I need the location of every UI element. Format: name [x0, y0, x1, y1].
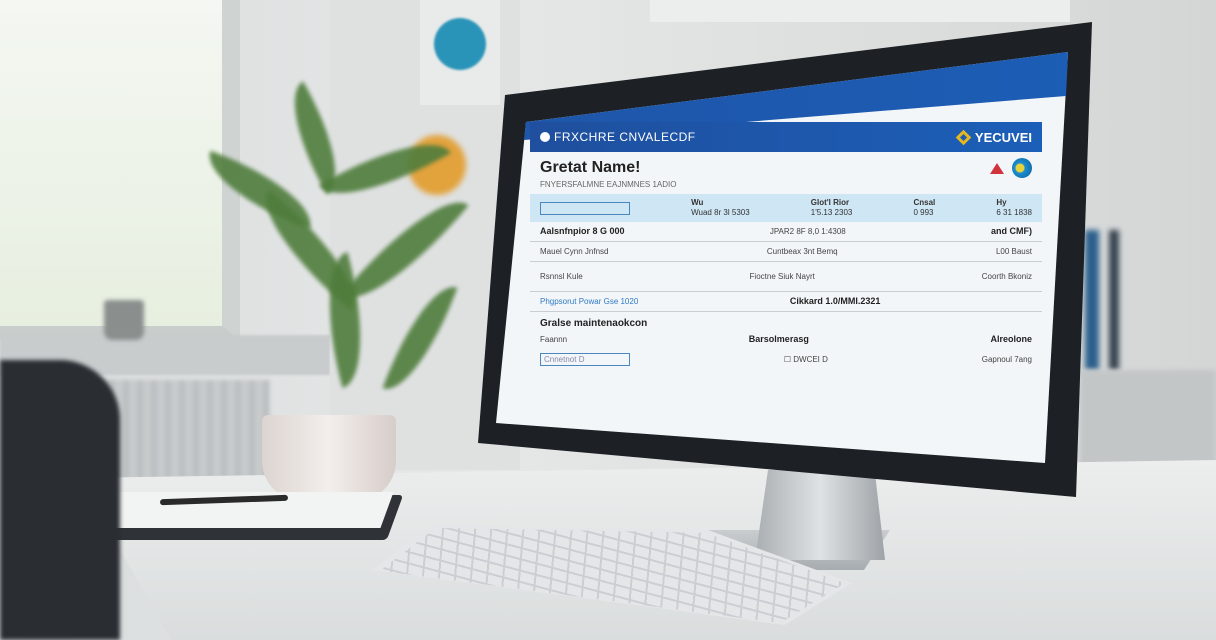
table-row: Rsnnsl Kule Fioctne Siuk Nayrt Coorth Bkon…: [530, 262, 1042, 292]
band-label: Cnsal: [913, 198, 936, 207]
table-row: Mauel Cynn Jnfnsd Cuntbeax 3nt Bemq L00 Ba…: [530, 242, 1042, 262]
band-label: Glot'l Rior: [810, 198, 850, 207]
poster-circle-blue: [434, 18, 486, 70]
page-title: Gretat Name!: [540, 159, 641, 176]
column-header: Faannn: [540, 335, 568, 344]
logo-dot-icon: [540, 132, 550, 142]
monitor-stand: [755, 470, 885, 560]
row-label: Aalsnfnpior 8 G 000: [540, 226, 625, 236]
window: [0, 0, 240, 340]
brand-logo-text: YECUVEI: [974, 129, 1032, 145]
search-input[interactable]: [540, 201, 630, 215]
table-row: Phgpsorut Powar Gse 1020 Cikkard 1.0/MMI.…: [530, 292, 1042, 312]
row-value: Cuntbeax 3nt Bemq: [766, 247, 838, 256]
pen-holder: [1085, 230, 1155, 370]
table-row: Aalsnfnpior 8 G 000 JPAR2 8F 8,0 1:4308 an…: [530, 222, 1042, 242]
band-value: 6 31 1838: [996, 208, 1032, 217]
row-value: JPAR2 8F 8,0 1:4308: [769, 227, 846, 236]
title-row: Gretat Name!: [530, 152, 1042, 178]
form-row: Cnnetnot D ☐ DWCEI D Gapnoul 7ang: [530, 349, 1042, 370]
band-label: Wu: [691, 198, 704, 207]
band-value: Wuad 8r 3l 5303: [691, 208, 750, 217]
site-title[interactable]: FRXCHRE CNVALECDF: [540, 130, 696, 144]
row-label: Mauel Cynn Jnfnsd: [540, 247, 609, 256]
small-potted-plant: [104, 300, 144, 340]
band-value: 0 993: [913, 208, 934, 217]
row-label: Rsnnsl Kule: [540, 272, 583, 281]
page-header: FRXCHRE CNVALECDF YECUVEI: [530, 122, 1042, 152]
checkbox[interactable]: ☐ DWCEI D: [783, 355, 828, 364]
warning-icon[interactable]: [990, 162, 1004, 174]
chair: [0, 360, 120, 640]
summary-band: Wu Wuad 8r 3l 5303 Glot'l Rior 1'5.13 2303…: [530, 194, 1042, 222]
checkbox-label: DWCEI D: [793, 355, 828, 364]
footer-value: Gapnoul 7ang: [981, 355, 1032, 364]
section-columns: Faannn Barsolmerasg Alreolone: [530, 330, 1042, 349]
row-extra: L00 Baust: [995, 247, 1032, 256]
name-input[interactable]: Cnnetnot D: [540, 353, 630, 366]
status-icons: [990, 158, 1032, 178]
row-value: Fioctne Siuk Nayrt: [749, 272, 815, 281]
site-title-text: FRXCHRE CNVALECDF: [554, 130, 696, 144]
band-value: 1'5.13 2303: [810, 208, 853, 217]
section-title: Gralse maintenaokcon: [540, 318, 648, 329]
row-label: Cikkard 1.0/MMI.2321: [789, 296, 881, 306]
row-extra: and CMF): [991, 226, 1032, 236]
coffee-mug: [262, 415, 396, 501]
page-subtitle: FNYERSFALMNE EAJNMNES 1ADIO: [540, 180, 677, 189]
brand-logo[interactable]: YECUVEI: [955, 129, 1032, 145]
band-label: Hy: [996, 198, 1007, 207]
diamond-logo-icon: [955, 129, 972, 145]
web-page: FRXCHRE CNVALECDF YECUVEI Gretat Name! F…: [530, 122, 1042, 422]
globe-icon[interactable]: [1012, 158, 1032, 178]
wall-shelf: [650, 0, 1070, 22]
column-header: Alreolone: [990, 334, 1032, 344]
column-header: Barsolmerasg: [748, 334, 809, 344]
details-link[interactable]: Phgpsorut Powar Gse 1020: [540, 297, 639, 306]
row-extra: Coorth Bkoniz: [981, 272, 1032, 281]
